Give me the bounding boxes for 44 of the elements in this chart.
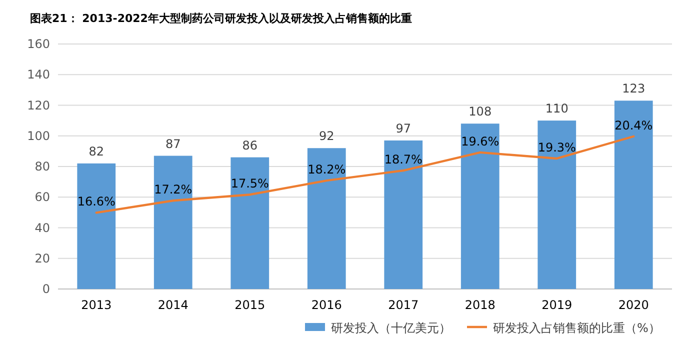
y-tick-label: 160	[27, 37, 50, 51]
chart-title: 图表21： 2013-2022年大型制药公司研发投入以及研发投入占销售额的比重	[30, 12, 412, 25]
data-label: 87	[165, 136, 181, 151]
data-label: 19.6%	[461, 134, 500, 148]
data-label: 20.4%	[614, 118, 653, 132]
legend-label: 研发投入占销售额的比重（%）	[493, 321, 660, 335]
y-tick-label: 60	[34, 190, 50, 204]
data-label: 97	[396, 121, 412, 136]
bar	[230, 157, 270, 289]
data-label: 82	[88, 144, 104, 158]
data-label: 16.6%	[77, 194, 116, 209]
y-tick-label: 80	[34, 160, 50, 174]
data-label: 18.7%	[384, 152, 422, 167]
bar	[384, 140, 423, 289]
x-tick-label: 2018	[464, 298, 496, 312]
data-label: 123	[622, 82, 646, 96]
y-tick-label: 40	[34, 220, 50, 235]
y-tick-label: 0	[42, 282, 50, 296]
bar	[154, 156, 192, 289]
x-tick-label: 2016	[311, 298, 342, 312]
x-tick-label: 2017	[388, 298, 419, 312]
data-label: 86	[242, 138, 258, 152]
data-label: 92	[318, 129, 334, 144]
y-tick-label: 100	[27, 128, 50, 143]
bar	[307, 148, 346, 289]
x-tick-label: 2019	[542, 298, 572, 312]
data-label: 17.5%	[230, 176, 269, 191]
x-tick-label: 2020	[618, 298, 649, 312]
bar	[614, 100, 653, 289]
bar	[460, 124, 500, 289]
x-tick-label: 2013	[81, 298, 112, 312]
data-label: 17.2%	[154, 182, 192, 197]
bar	[538, 120, 576, 289]
y-tick-label: 120	[27, 98, 50, 112]
y-tick-label: 20	[34, 251, 50, 266]
legend-label: 研发投入（十亿美元）	[331, 321, 451, 335]
data-label: 18.2%	[308, 162, 346, 177]
data-label: 108	[468, 104, 492, 119]
x-tick-label: 2014	[158, 298, 188, 312]
bar	[77, 163, 116, 289]
data-label: 110	[545, 102, 568, 116]
x-tick-label: 2015	[234, 298, 266, 312]
y-tick-label: 140	[27, 68, 50, 82]
data-label: 19.3%	[538, 140, 576, 154]
